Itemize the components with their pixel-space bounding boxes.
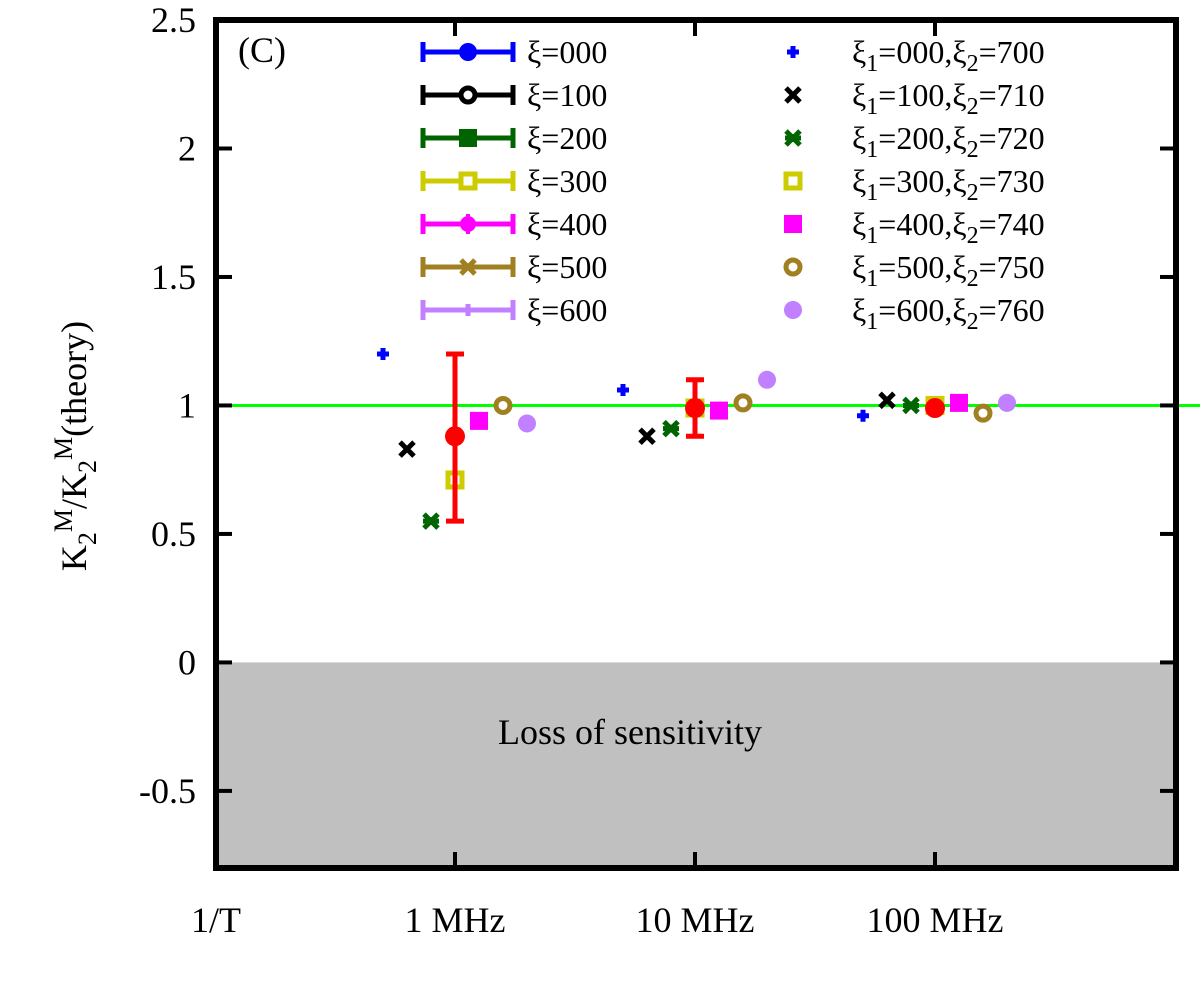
data-point [617,384,629,397]
data-point [973,403,993,423]
y-tick-label: 0.5 [151,514,196,554]
y-tick-label: -0.5 [139,771,196,811]
legend-entry: ξ1=400,ξ2=740 [784,206,1045,249]
legend-entry: ξ1=000,ξ2=700 [787,34,1045,77]
legend-label: ξ=300 [527,163,607,199]
legend-label: ξ=000 [527,34,607,70]
legend-label: ξ1=200,ξ2=720 [852,120,1045,163]
data-point [710,401,728,420]
error-bar-point [445,351,465,524]
legend-entry: ξ1=500,ξ2=750 [783,249,1045,292]
legend-label: ξ=400 [527,206,607,242]
data-point [470,411,488,430]
data-point [733,393,753,413]
legend-entry: ξ=400 [420,206,607,242]
data-point [758,370,776,389]
x-tick-label: 10 MHz [636,900,755,940]
legend-entry: ξ=200 [420,120,607,156]
shaded-region-label: Loss of sensitivity [498,712,762,752]
y-tick-label: 2.5 [151,0,196,40]
x-tick-label: 1/T [191,900,241,940]
panel-label: (C) [238,30,286,70]
legend-label: ξ=500 [527,249,607,285]
y-tick-label: 1.5 [151,257,196,297]
shaded-region [216,662,1176,868]
legend-entry: ξ1=100,ξ2=710 [784,77,1045,120]
data-point [422,512,440,530]
data-point [998,393,1016,412]
legend-entry: ξ1=300,ξ2=730 [783,163,1045,206]
legend-entry: ξ=000 [420,34,607,70]
legend-label: ξ=200 [527,120,607,156]
data-point [878,391,896,410]
y-tick-label: 2 [178,128,196,168]
y-axis-label: K2M/K2M(theory) [49,321,102,571]
data-point [662,419,680,438]
data-point [493,395,513,415]
legend-label: ξ1=600,ξ2=760 [852,292,1045,335]
legend-entry: ξ=500 [420,249,607,285]
data-point [377,348,389,361]
legend-label: ξ1=500,ξ2=750 [852,249,1045,292]
legend-label: ξ1=400,ξ2=740 [852,206,1045,249]
legend-label: ξ=600 [527,292,607,328]
data-point [857,409,869,422]
data-point [902,396,920,415]
x-tick-label: 1 MHz [405,900,506,940]
legend-label: ξ=100 [527,77,607,113]
legend-label: ξ1=100,ξ2=710 [852,77,1045,120]
legend-entry: ξ1=600,ξ2=760 [784,292,1045,335]
y-tick-label: 0 [178,642,196,682]
legend-entry: ξ1=200,ξ2=720 [784,120,1045,163]
data-point [398,440,416,458]
legend-label: ξ1=300,ξ2=730 [852,163,1045,206]
data-point [950,393,968,412]
y-tick-label: 1 [178,385,196,425]
data-point [518,414,536,433]
error-bar-point [925,398,945,419]
legend-entry: ξ=100 [420,77,607,113]
legend-entry: ξ=600 [420,292,607,328]
legend-entry: ξ=300 [420,163,607,199]
legend-label: ξ1=000,ξ2=700 [852,34,1045,77]
error-bar-point [685,377,705,439]
data-point [638,427,656,446]
x-tick-label: 100 MHz [867,900,1004,940]
